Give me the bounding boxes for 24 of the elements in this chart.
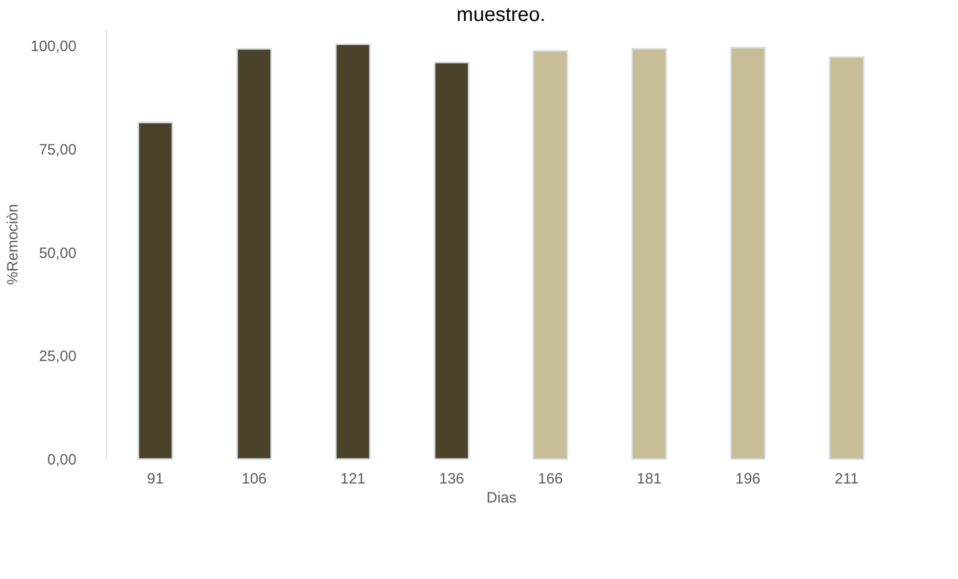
x-tick-label: 121 bbox=[340, 470, 366, 488]
bar bbox=[236, 48, 272, 460]
x-tick-label: 136 bbox=[439, 470, 464, 488]
x-tick-label: 211 bbox=[834, 470, 859, 488]
bar bbox=[434, 62, 470, 460]
y-tick-label: 25,00 bbox=[38, 348, 76, 366]
x-axis-title: Dias bbox=[486, 490, 517, 506]
y-tick-label: 75,00 bbox=[38, 141, 76, 158]
y-tick-label: 50,00 bbox=[38, 244, 76, 262]
x-tick-label: 106 bbox=[242, 470, 267, 488]
x-tick-label: 181 bbox=[636, 470, 662, 488]
x-tick-label: 166 bbox=[538, 470, 563, 488]
bar bbox=[631, 48, 667, 460]
bar bbox=[828, 56, 864, 460]
bar bbox=[335, 44, 371, 460]
chart-title: muestreo. bbox=[456, 4, 546, 26]
x-tick-label: 196 bbox=[735, 470, 760, 488]
bar bbox=[730, 46, 766, 460]
y-axis-title: %Remociòn bbox=[4, 204, 22, 285]
y-tick-label: 0,00 bbox=[47, 452, 76, 468]
bar bbox=[138, 122, 174, 460]
y-tick-label: 100,00 bbox=[30, 38, 76, 56]
bar bbox=[532, 50, 568, 460]
x-tick-label: 91 bbox=[147, 470, 164, 488]
